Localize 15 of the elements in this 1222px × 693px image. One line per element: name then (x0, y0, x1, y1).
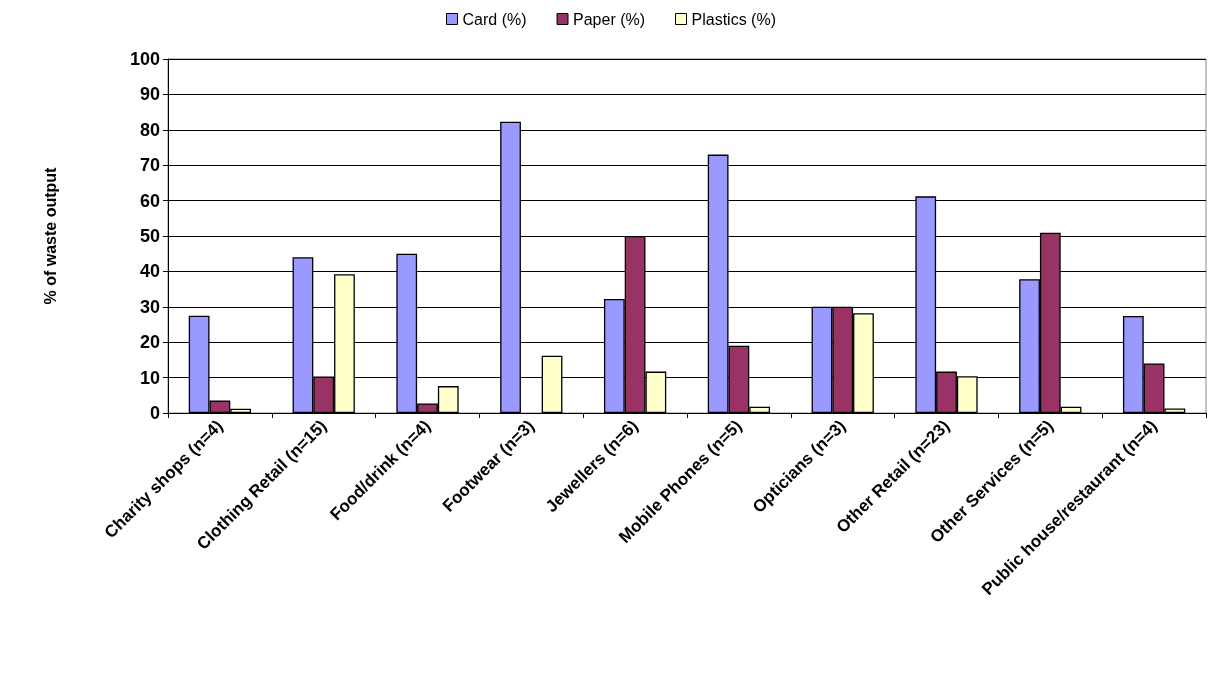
legend-label: Card (%) (462, 10, 527, 28)
y-tick-label: 70 (139, 155, 160, 176)
legend-label: Plastics (%) (691, 10, 776, 28)
y-tick-label: 100 (129, 49, 160, 69)
y-tick-label: 90 (139, 84, 160, 105)
y-axis-title: % of waste output (41, 166, 59, 305)
y-tick-label: 0 (149, 403, 160, 423)
y-tick-label: 30 (139, 296, 160, 317)
y-tick-label: 60 (139, 190, 160, 211)
y-tick-label: 50 (139, 226, 160, 246)
legend-label: Paper (%) (573, 10, 646, 28)
y-tick-label: 80 (139, 119, 160, 140)
y-tick-label: 10 (139, 367, 160, 388)
y-tick-label: 20 (139, 332, 160, 353)
y-tick-label: 40 (139, 261, 160, 282)
